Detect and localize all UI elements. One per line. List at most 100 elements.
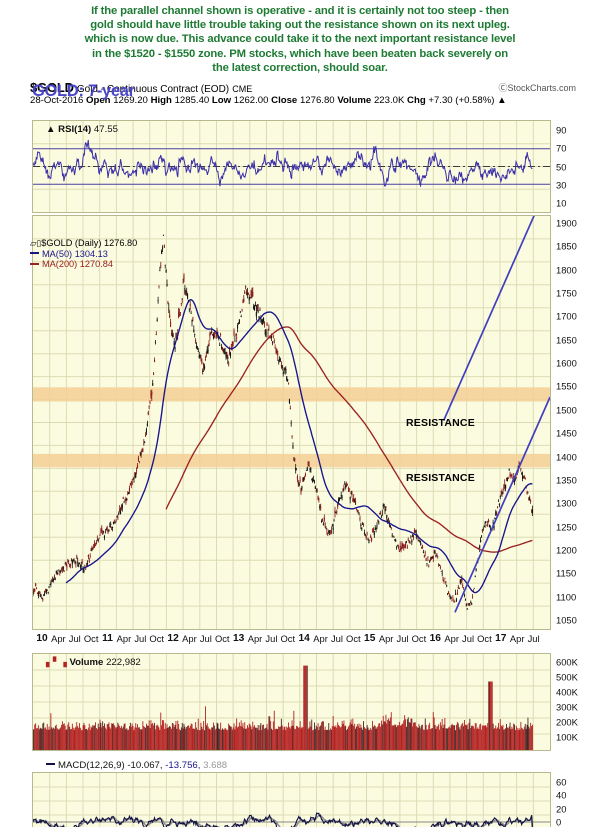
x-tick: Apr <box>313 633 328 644</box>
quote-date: 28-Oct-2016 <box>30 95 84 106</box>
macd-plot <box>33 773 550 827</box>
macd-value-2: -13.756, <box>165 760 201 771</box>
x-tick: 17 <box>495 633 507 644</box>
low-label: Low <box>211 95 232 106</box>
y-tick: 30 <box>556 179 567 191</box>
rsi-marker-icon: ▲ <box>46 124 56 135</box>
x-tick: Apr <box>51 633 66 644</box>
commentary-line: the latest correction, should soar. <box>212 61 388 74</box>
x-tick: Jul <box>199 633 212 644</box>
x-tick: Oct <box>149 633 164 644</box>
volume-legend: ▖▘▗ Volume 222,982 <box>46 657 141 668</box>
y-tick: 1900 <box>556 217 577 229</box>
volume-value: 223.0K <box>373 95 405 106</box>
y-tick: 1400 <box>556 451 577 463</box>
y-tick: 600K <box>556 656 578 668</box>
commentary-line: gold should have little trouble taking o… <box>90 19 510 32</box>
y-tick: 40 <box>556 789 567 801</box>
y-tick: 1700 <box>556 310 577 322</box>
quote-header: $GOLD Gold - Continuous Contract (EOD) C… <box>30 80 252 95</box>
legend-ma200-name: MA(200) <box>42 259 78 270</box>
exchange-label: CME <box>232 84 253 94</box>
symbol-description: Gold - Continuous Contract (EOD) <box>76 84 230 95</box>
y-tick: 100K <box>556 731 578 743</box>
legend-ma50-name: MA(50) <box>42 248 73 259</box>
x-tick: Apr <box>444 633 459 644</box>
high-label: High <box>150 95 172 106</box>
commentary-line: which is now due. This advance could tak… <box>84 33 516 46</box>
y-tick: 10 <box>556 197 567 209</box>
y-tick: 1800 <box>556 264 577 276</box>
y-tick: 1600 <box>556 357 577 369</box>
macd-legend: MACD(12,26,9) -10.067, -13.756, 3.688 <box>46 760 227 771</box>
x-tick: Jul <box>527 633 540 644</box>
volume-label: Volume <box>337 95 372 106</box>
rsi-panel <box>32 120 551 213</box>
stockcharts-brand: ⒸStockCharts.com <box>498 81 576 94</box>
x-tick: Oct <box>477 633 492 644</box>
macd-swatch-icon <box>46 763 55 766</box>
legend-ma50-value: 1304.13 <box>74 248 108 259</box>
legend-row-gold: ▱▯$GOLD (Daily) 1276.80 <box>30 238 137 249</box>
price-legend: ▱▯$GOLD (Daily) 1276.80 MA(50) 1304.13 M… <box>30 238 137 270</box>
rsi-label: RSI(14) <box>58 124 92 135</box>
x-tick: 15 <box>364 633 376 644</box>
x-tick: Jul <box>265 633 278 644</box>
y-tick: 1100 <box>556 591 577 603</box>
volume-plot <box>33 654 550 750</box>
x-tick: 13 <box>232 633 245 644</box>
y-tick: 1850 <box>556 240 577 252</box>
volume-legend-value: 222,982 <box>106 657 141 668</box>
ma200-swatch-icon <box>30 262 39 265</box>
chart-title: GOLD: 7-year <box>32 82 135 100</box>
y-tick: 20 <box>556 803 567 815</box>
commentary-line: in the $1520 - $1550 zone. PM stocks, wh… <box>91 47 509 60</box>
y-tick: 1650 <box>556 334 577 346</box>
x-tick: Apr <box>182 633 197 644</box>
y-tick: 400K <box>556 686 578 698</box>
candle-icon: ▱▯ <box>30 238 42 248</box>
x-tick: 12 <box>167 633 179 644</box>
stockcharts-chart: $GOLD Gold - Continuous Contract (EOD) C… <box>18 76 584 827</box>
y-tick: 1750 <box>556 287 577 299</box>
x-tick: Jul <box>462 633 475 644</box>
x-tick: Apr <box>247 633 263 644</box>
rsi-plot <box>33 121 550 212</box>
y-tick: 500K <box>556 671 578 683</box>
x-tick: Apr <box>378 633 394 644</box>
x-tick: Oct <box>411 633 427 644</box>
ma50-swatch-icon <box>30 252 39 255</box>
macd-legend-label: MACD(12,26,9) <box>58 760 125 771</box>
rsi-legend: ▲ RSI(14) 47.55 <box>46 124 118 135</box>
copyright-icon: Ⓒ <box>498 84 508 94</box>
x-tick: 11 <box>102 633 113 644</box>
x-tick: Apr <box>116 633 132 644</box>
y-tick: 70 <box>556 142 567 154</box>
high-value: 1285.40 <box>174 95 210 106</box>
brand-label: StockCharts.com <box>507 83 576 93</box>
legend-row-ma200: MA(200) 1270.84 <box>30 259 137 270</box>
chg-label: Chg <box>407 95 426 106</box>
chg-value: +7.30 (+0.58%) <box>428 95 495 106</box>
symbol-label: $GOLD <box>30 80 74 95</box>
x-tick: Jul <box>330 633 343 644</box>
low-value: 1262.00 <box>233 95 269 106</box>
macd-value-1: -10.067, <box>127 760 163 771</box>
legend-gold-value: 1276.80 <box>104 238 138 248</box>
commentary-line: If the parallel channel shown is operati… <box>91 5 509 17</box>
x-tick: Jul <box>396 633 409 644</box>
x-tick: Oct <box>280 633 296 644</box>
volume-panel <box>32 653 551 751</box>
x-tick: Oct <box>214 633 230 644</box>
resistance-label-lower: RESISTANCE <box>406 472 475 484</box>
y-tick: 300K <box>556 701 578 713</box>
price-plot <box>33 216 550 629</box>
y-tick: 1050 <box>556 614 577 626</box>
y-tick: 0 <box>556 816 562 827</box>
x-tick: Jul <box>134 633 147 644</box>
y-tick: 1550 <box>556 380 577 392</box>
rsi-value: 47.55 <box>93 124 118 135</box>
x-tick: Apr <box>509 633 525 644</box>
y-tick: 1500 <box>556 404 577 416</box>
price-panel <box>32 215 551 630</box>
